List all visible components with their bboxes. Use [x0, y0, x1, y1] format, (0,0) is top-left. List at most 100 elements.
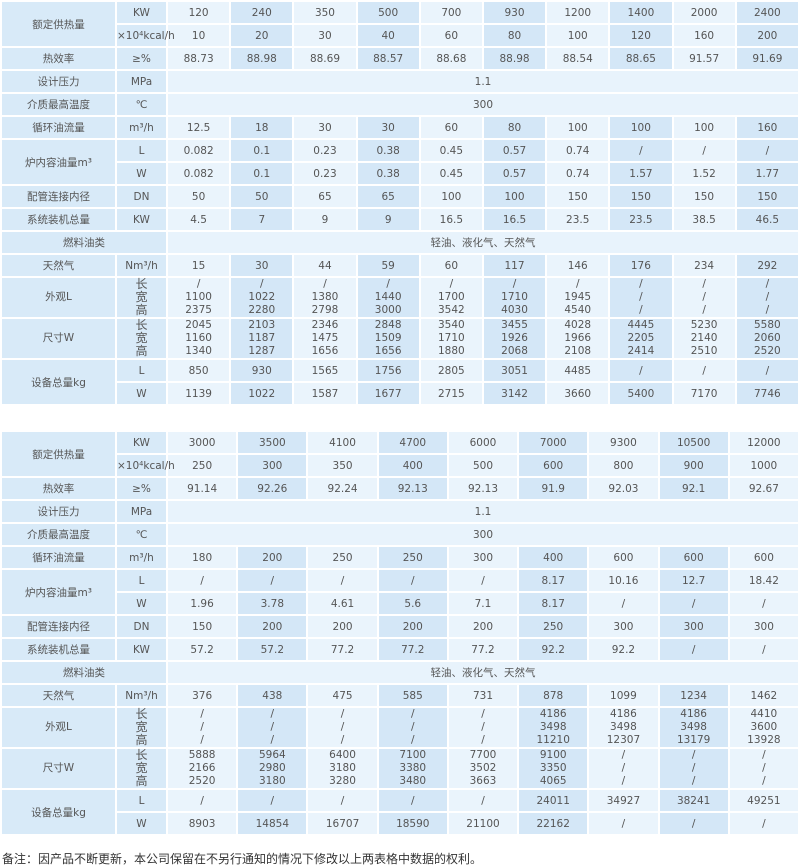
value-cell: 0.45 [420, 140, 482, 161]
value-cell: 77.2 [378, 639, 447, 660]
unit-cell: 长宽高 [117, 278, 166, 317]
value-line: 1656 [311, 345, 339, 357]
value-line: 2414 [627, 345, 655, 357]
value-cell: 12000 [729, 432, 798, 453]
value-line: 2103 [248, 319, 276, 331]
value-cell: 14854 [238, 813, 307, 834]
value-line: 3480 [399, 775, 427, 787]
value-cell: / [168, 790, 237, 811]
value-cell: 200 [448, 616, 518, 637]
value-cell: 59 [357, 255, 419, 276]
value-line: 11210 [536, 734, 570, 746]
value-line: / [765, 291, 770, 303]
table-row: W 8903 14854 16707 18590 21100 22162// / [2, 813, 798, 834]
value-cell: 88.73 [168, 48, 230, 69]
value-cell: 34927 [589, 790, 658, 811]
value-line: 1509 [374, 332, 402, 344]
value-cell: 1.57 [610, 163, 672, 184]
value-line: / [691, 775, 696, 787]
value-line: 4186 [610, 708, 637, 720]
value-line: 2520 [753, 345, 781, 357]
table-row: 介质最高温度 ℃ 300 [2, 94, 798, 115]
value-cell: 300 [168, 524, 798, 545]
value-cell: 2346 1475 1656 [294, 319, 356, 358]
value-line: 2510 [690, 345, 718, 357]
unit-cell: L [117, 140, 166, 161]
value-cell: / / / [610, 278, 672, 317]
value-cell: 500 [357, 2, 419, 23]
value-cell: 12.5 [168, 117, 230, 138]
value-line: 13928 [747, 734, 781, 746]
value-cell: 92.03 [589, 478, 658, 499]
value-line: 3350 [539, 762, 567, 774]
value-cell: / [729, 593, 798, 614]
value-cell: 100 [420, 186, 482, 207]
value-cell: 3051 [483, 360, 546, 381]
value-line: 1187 [248, 332, 276, 344]
value-cell: 0.1 [231, 140, 293, 161]
value-cell: 88.98 [483, 48, 546, 69]
value-cell: 2848 1509 1656 [357, 319, 419, 358]
value-cell: 4186 3498 11210 [519, 708, 588, 747]
value-cell: 150 [547, 186, 609, 207]
value-line: 3180 [329, 762, 356, 774]
value-cell: 438 [238, 685, 307, 706]
value-cell: 9 [294, 209, 356, 230]
row-label: 额定供热量 [2, 2, 115, 46]
value-cell: 3142 [483, 383, 546, 404]
row-label: 介质最高温度 [2, 94, 115, 115]
table-row: 热效率 ≥% 88.73 88.98 88.69 88.57 88.68 88.98 88.54… [2, 48, 798, 69]
value-cell: 18590 [378, 813, 447, 834]
unit-line: 宽 [135, 331, 148, 345]
row-label: 设备总量kg [2, 790, 115, 834]
value-cell: / [448, 570, 518, 591]
value-cell: 8903 [168, 813, 237, 834]
unit-line: 高 [135, 733, 148, 747]
value-line: 13179 [676, 734, 711, 746]
value-line: 2166 [188, 762, 216, 774]
value-line: 1926 [501, 332, 528, 344]
value-cell: 1139 [168, 383, 230, 404]
value-cell: /1700 3542 [420, 278, 482, 317]
unit-cell: ≥% [117, 48, 166, 69]
value-cell: 38.5 [673, 209, 735, 230]
row-label: 外观L [2, 708, 115, 747]
value-cell: 475 [308, 685, 377, 706]
value-cell: 160 [673, 25, 735, 46]
value-cell: 44 [294, 255, 356, 276]
value-line: 1710 [501, 291, 528, 303]
value-cell: 100 [483, 186, 546, 207]
value-line: / [639, 278, 643, 290]
value-cell: 5964 2980 3180 [238, 749, 307, 788]
value-cell: 24011 [519, 790, 588, 811]
value-cell: 30 [357, 117, 419, 138]
unit-cell: L [117, 570, 166, 591]
value-cell: 1756 [357, 360, 419, 381]
value-line: 4030 [501, 304, 528, 316]
value-cell: 1000 [729, 455, 798, 476]
value-cell: 3540 1710 1880 [420, 319, 482, 358]
value-cell: 176 [610, 255, 672, 276]
value-cell: 300 [729, 616, 798, 637]
value-cell: 4445 2205 2414 [610, 319, 672, 358]
unit-line: 宽 [135, 761, 148, 775]
row-label: 系统装机总量 [2, 209, 115, 230]
value-cell: 轻油、液化气、天然气 [168, 232, 798, 253]
value-line: 2140 [690, 332, 718, 344]
value-cell: 4186 3498 12307 [589, 708, 658, 747]
row-label: 燃料油类 [2, 232, 166, 253]
value-line: 2108 [564, 345, 592, 357]
value-line: 12307 [606, 734, 641, 746]
value-cell: /1945 4540 [547, 278, 609, 317]
unit-cell: L [117, 360, 166, 381]
table-row: 额定供热量 KW 120 240 350 500 700 930 1200 1400 2000 240… [2, 2, 798, 46]
row-label: 循环油流量 [2, 547, 115, 568]
value-line: / [340, 734, 345, 746]
value-cell: 65 [294, 186, 356, 207]
unit-cell: DN [117, 186, 166, 207]
value-cell: 1.96 [168, 593, 237, 614]
value-cell: 21100 [448, 813, 518, 834]
value-cell: 4410 3600 13928 [729, 708, 798, 747]
value-line: 1440 [374, 291, 402, 303]
value-line: 2205 [627, 332, 655, 344]
